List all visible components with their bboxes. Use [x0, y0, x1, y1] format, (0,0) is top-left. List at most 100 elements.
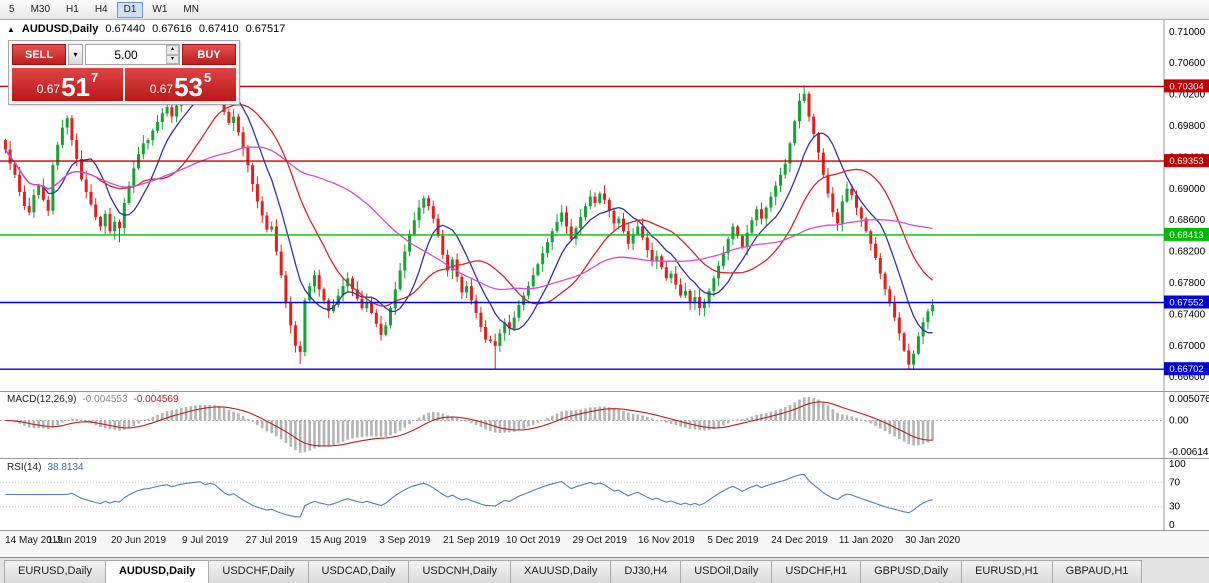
timeframe-button-D1[interactable]: D1: [116, 1, 144, 18]
svg-text:0.70304: 0.70304: [1169, 81, 1203, 92]
svg-text:0.68600: 0.68600: [1169, 215, 1206, 226]
svg-text:0.67000: 0.67000: [1169, 341, 1206, 352]
moving-average-20: [4, 103, 934, 307]
svg-text:0.68413: 0.68413: [1169, 230, 1203, 241]
horizontal-line-0.69353[interactable]: 0.69353: [0, 154, 1209, 168]
svg-text:0.67400: 0.67400: [1169, 309, 1206, 320]
time-label: 11 Jan 2020: [838, 535, 894, 546]
svg-text:0.67552: 0.67552: [1169, 298, 1203, 309]
volume-field: ▴ ▾: [85, 44, 180, 65]
sell-price-prefix: 0.67: [36, 82, 61, 96]
time-axis[interactable]: 14 May 2019 1 Jun 2019 20 Jun 2019 9 Jul 20…: [0, 531, 1209, 557]
price-axis[interactable]: 0.710000.706000.702000.698000.694000.690…: [1163, 20, 1206, 391]
chart-tab-USDCHF-H1[interactable]: USDCHF,H1: [771, 560, 862, 583]
svg-text:100: 100: [1169, 459, 1186, 470]
horizontal-line-0.67552[interactable]: 0.67552: [0, 295, 1209, 309]
svg-text:30: 30: [1169, 502, 1181, 513]
chevron-down-icon: ▾: [170, 55, 174, 62]
sell-price-sup: 7: [91, 70, 99, 85]
chart-symbol-label: AUDUSD,Daily: [21, 23, 99, 35]
chart-tab-USDCNH-Daily[interactable]: USDCNH,Daily: [408, 560, 512, 583]
time-label: 9 Jul 2019: [182, 535, 229, 546]
sell-button[interactable]: SELL: [12, 44, 66, 65]
ohlc-high: 0.67616: [152, 23, 192, 35]
time-label: 14 May 2019: [5, 535, 63, 546]
timeframe-toolbar: 5 M30 H1 H4 D1 W1 MN: [0, 0, 1209, 20]
time-label: 20 Jun 2019: [110, 535, 167, 546]
macd-axis[interactable]: 0.005076 0.00 -0.006148: [1169, 394, 1209, 458]
chevron-up-icon: ▴: [170, 46, 174, 53]
price-chart-canvas[interactable]: 0.710000.706000.702000.698000.694000.690…: [0, 20, 1209, 391]
ohlc-low: 0.67410: [198, 23, 239, 35]
buy-price-sup: 5: [204, 70, 212, 85]
svg-text:0.69353: 0.69353: [1169, 156, 1203, 167]
timeframe-button-MN[interactable]: MN: [176, 2, 206, 18]
chart-title: ▲ AUDUSD,Daily 0.67440 0.67616 0.67410 0…: [7, 23, 285, 35]
rsi-canvas[interactable]: 100 70 30 0: [0, 459, 1209, 530]
chart-tab-USDCAD-Daily[interactable]: USDCAD,Daily: [307, 560, 410, 583]
macd-canvas[interactable]: 0.005076 0.00 -0.006148: [0, 392, 1209, 458]
timeframe-button-5[interactable]: 5: [2, 2, 22, 18]
time-label: 1 Jun 2019: [47, 535, 97, 546]
panel-divider[interactable]: [0, 458, 1209, 459]
time-label: 16 Nov 2019: [637, 535, 695, 546]
chart-tab-AUDUSD-Daily[interactable]: AUDUSD,Daily: [104, 560, 210, 583]
volume-increase-button[interactable]: ▴: [166, 45, 179, 55]
buy-price-big: 53: [174, 72, 204, 102]
horizontal-line-0.66702[interactable]: 0.66702: [0, 362, 1209, 376]
panel-divider[interactable]: [0, 391, 1209, 392]
svg-text:0: 0: [1169, 520, 1175, 530]
svg-text:0.69000: 0.69000: [1169, 184, 1206, 195]
timeframe-button-M30[interactable]: M30: [24, 2, 57, 18]
volume-input[interactable]: [86, 45, 166, 64]
rsi-axis[interactable]: 100 70 30 0: [1169, 459, 1186, 530]
panel-divider[interactable]: [0, 530, 1209, 531]
chart-tab-XAUUSD-Daily[interactable]: XAUUSD,Daily: [510, 560, 612, 583]
moving-average-9: [4, 85, 933, 334]
svg-text:0.68200: 0.68200: [1169, 247, 1206, 258]
sell-price-big: 51: [61, 72, 91, 102]
one-click-collapse-icon[interactable]: ▲: [7, 24, 15, 34]
chart-tab-EURUSD-Daily[interactable]: EURUSD,Daily: [4, 560, 106, 583]
chart-tab-GBPAUD-H1[interactable]: GBPAUD,H1: [1051, 560, 1143, 583]
ohlc-close: 0.67517: [245, 23, 286, 35]
svg-text:0.70600: 0.70600: [1169, 58, 1206, 69]
one-click-trading-panel: SELL ▾ ▴ ▾ BUY 0.67 51 7 0.67 53: [8, 40, 240, 105]
svg-text:-0.006148: -0.006148: [1169, 447, 1209, 458]
chart-tab-bar: EURUSD,Daily AUDUSD,Daily USDCHF,Daily USDC…: [0, 557, 1209, 583]
rsi-value: 38.8134: [47, 462, 84, 473]
chart-window: ▲ AUDUSD,Daily 0.67440 0.67616 0.67410 0…: [0, 20, 1209, 557]
timeframe-button-W1[interactable]: W1: [145, 2, 174, 18]
time-label: 24 Dec 2019: [771, 535, 828, 546]
svg-text:0.70200: 0.70200: [1169, 90, 1206, 101]
svg-text:0.67800: 0.67800: [1169, 278, 1206, 289]
buy-price-prefix: 0.67: [149, 82, 174, 96]
sell-price-panel[interactable]: 0.67 51 7: [12, 68, 123, 101]
chart-tab-EURUSD-H1[interactable]: EURUSD,H1: [961, 560, 1053, 583]
rsi-label: RSI(14) 38.8134: [7, 462, 84, 473]
chart-tab-DJ30-H4[interactable]: DJ30,H4: [610, 560, 682, 583]
macd-signal-value: -0.004569: [133, 394, 179, 405]
macd-main-value: -0.004553: [82, 394, 128, 405]
chart-tab-GBPUSD-Daily[interactable]: GBPUSD,Daily: [860, 560, 963, 583]
buy-price-panel[interactable]: 0.67 53 5: [125, 68, 236, 101]
time-label: 29 Oct 2019: [572, 535, 627, 546]
svg-text:0.69800: 0.69800: [1169, 121, 1206, 132]
svg-text:0.71000: 0.71000: [1169, 27, 1206, 38]
horizontal-line-0.68413[interactable]: 0.68413: [0, 227, 1209, 241]
moving-average-45: [4, 146, 933, 291]
volume-dropdown-button[interactable]: ▾: [68, 44, 83, 65]
chart-tab-USDCHF-Daily[interactable]: USDCHF,Daily: [208, 560, 309, 583]
rsi-line: [5, 473, 933, 518]
time-label: 10 Oct 2019: [505, 535, 561, 546]
svg-text:0.66702: 0.66702: [1169, 364, 1203, 375]
time-label: 21 Sep 2019: [443, 535, 500, 546]
chart-tab-USDOil-Daily[interactable]: USDOil,Daily: [680, 560, 773, 583]
timeframe-button-H1[interactable]: H1: [59, 2, 86, 18]
volume-decrease-button[interactable]: ▾: [166, 54, 179, 64]
buy-button[interactable]: BUY: [182, 44, 236, 65]
time-label: 30 Jan 2020: [905, 535, 961, 546]
svg-text:0.66600: 0.66600: [1169, 372, 1206, 383]
timeframe-button-H4[interactable]: H4: [88, 2, 115, 18]
chevron-down-icon: ▾: [73, 50, 78, 59]
